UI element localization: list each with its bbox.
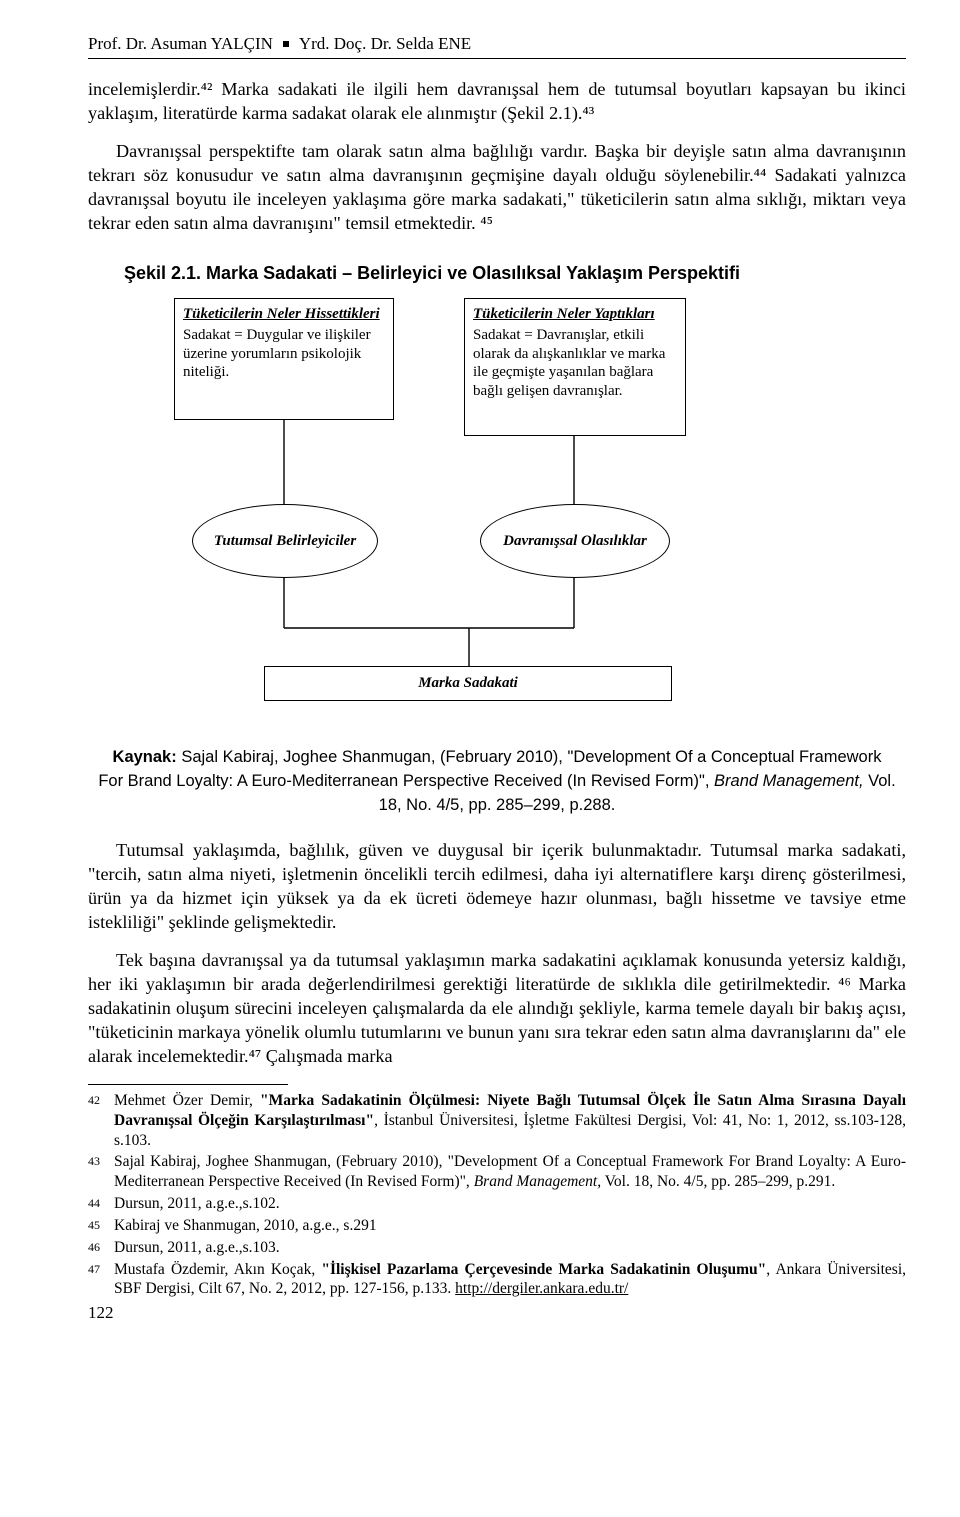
source-label: Kaynak: — [113, 748, 177, 766]
footnote-num: 45 — [88, 1216, 114, 1236]
footnote-num: 43 — [88, 1152, 114, 1192]
source-italic: Brand Management, — [714, 772, 864, 790]
fn42-pre: Mehmet Özer Demir, — [114, 1092, 260, 1109]
paragraph-1: incelemişlerdir.⁴² Marka sadakati ile il… — [88, 77, 906, 125]
bottom-box: Marka Sadakati — [264, 666, 672, 701]
footnote-45: 45 Kabiraj ve Shanmugan, 2010, a.g.e., s… — [88, 1216, 906, 1236]
ellipse-left: Tutumsal Belirleyiciler — [192, 504, 378, 578]
ellipse-left-label: Tutumsal Belirleyiciler — [214, 532, 356, 550]
footnotes: 42 Mehmet Özer Demir, "Marka Sadakatinin… — [88, 1091, 906, 1299]
fn43-ital: Brand Management, — [474, 1173, 601, 1190]
fn43-post: Vol. 18, No. 4/5, pp. 285–299, p.291. — [601, 1173, 835, 1190]
footnote-44: 44 Dursun, 2011, a.g.e.,s.102. — [88, 1194, 906, 1214]
page: Prof. Dr. Asuman YALÇIN Yrd. Doç. Dr. Se… — [0, 0, 960, 1517]
fn44-text: Dursun, 2011, a.g.e.,s.102. — [114, 1194, 906, 1214]
box-right-title: Tüketicilerin Neler Yaptıkları — [473, 305, 677, 324]
box-left-body: Sadakat = Duygular ve ilişkiler üzerine … — [183, 327, 371, 381]
footnote-num: 47 — [88, 1260, 114, 1300]
fn47-pre: Mustafa Özdemir, Akın Koçak, — [114, 1261, 321, 1278]
footnote-num: 42 — [88, 1091, 114, 1150]
page-number: 122 — [88, 1303, 906, 1323]
author-left: Prof. Dr. Asuman YALÇIN — [88, 34, 273, 53]
figure-diagram: Tüketicilerin Neler Hissettikleri Sadaka… — [174, 298, 794, 728]
ellipse-right-label: Davranışsal Olasılıklar — [503, 532, 647, 550]
footnote-rule — [88, 1084, 288, 1085]
ellipse-right: Davranışsal Olasılıklar — [480, 504, 670, 578]
separator-dot — [283, 41, 289, 47]
footnote-46: 46 Dursun, 2011, a.g.e.,s.103. — [88, 1238, 906, 1258]
running-head: Prof. Dr. Asuman YALÇIN Yrd. Doç. Dr. Se… — [88, 34, 906, 54]
footnote-42: 42 Mehmet Özer Demir, "Marka Sadakatinin… — [88, 1091, 906, 1150]
fn47-url: http://dergiler.ankara.edu.tr/ — [455, 1280, 628, 1297]
footnote-num: 46 — [88, 1238, 114, 1258]
paragraph-4: Tek başına davranışsal ya da tutumsal ya… — [88, 948, 906, 1068]
box-left: Tüketicilerin Neler Hissettikleri Sadaka… — [174, 298, 394, 420]
bottom-box-label: Marka Sadakati — [418, 675, 518, 691]
author-right: Yrd. Doç. Dr. Selda ENE — [299, 34, 471, 53]
footnote-43: 43 Sajal Kabiraj, Joghee Shanmugan, (Feb… — [88, 1152, 906, 1192]
fn45-text: Kabiraj ve Shanmugan, 2010, a.g.e., s.29… — [114, 1216, 906, 1236]
fn46-text: Dursun, 2011, a.g.e.,s.103. — [114, 1238, 906, 1258]
box-right: Tüketicilerin Neler Yaptıkları Sadakat =… — [464, 298, 686, 436]
box-right-body: Sadakat = Davranışlar, etkili olarak da … — [473, 327, 665, 399]
paragraph-2: Davranışsal perspektifte tam olarak satı… — [88, 139, 906, 235]
fn47-bold: "İlişkisel Pazarlama Çerçevesinde Marka … — [321, 1261, 766, 1278]
figure-title: Şekil 2.1. Marka Sadakati – Belirleyici … — [124, 263, 906, 284]
footnote-num: 44 — [88, 1194, 114, 1214]
header-rule — [88, 58, 906, 59]
paragraph-3: Tutumsal yaklaşımda, bağlılık, güven ve … — [88, 838, 906, 934]
figure-source: Kaynak: Sajal Kabiraj, Joghee Shanmugan,… — [98, 746, 896, 818]
footnote-47: 47 Mustafa Özdemir, Akın Koçak, "İlişkis… — [88, 1260, 906, 1300]
box-left-title: Tüketicilerin Neler Hissettikleri — [183, 305, 385, 324]
